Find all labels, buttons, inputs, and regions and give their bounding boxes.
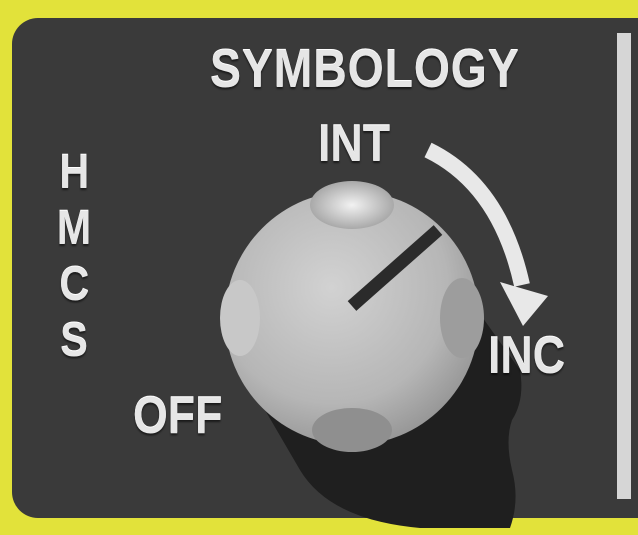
position-label-inc: INC bbox=[488, 327, 566, 385]
position-label-int: INT bbox=[318, 115, 391, 173]
knob-dent-top bbox=[310, 181, 394, 229]
knob-dent-left bbox=[220, 280, 260, 356]
knob-dent-right bbox=[440, 278, 484, 358]
position-label-off: OFF bbox=[133, 387, 223, 445]
hmcs-letter-m: M bbox=[56, 202, 92, 255]
panel-title: SYMBOLOGY bbox=[210, 39, 520, 99]
hmcs-letter-s: S bbox=[60, 314, 88, 367]
knob-dent-bottom bbox=[312, 408, 392, 452]
knob-pointer bbox=[347, 225, 443, 311]
curved-arrow-clockwise-icon bbox=[424, 142, 548, 326]
hmcs-letter-c: C bbox=[59, 258, 89, 311]
hmcs-letter-h: H bbox=[59, 146, 89, 199]
rotary-knob-icon[interactable] bbox=[220, 181, 484, 452]
panel-edge-strip bbox=[617, 33, 631, 499]
hmcs-vertical-label: H M C S bbox=[52, 145, 96, 369]
